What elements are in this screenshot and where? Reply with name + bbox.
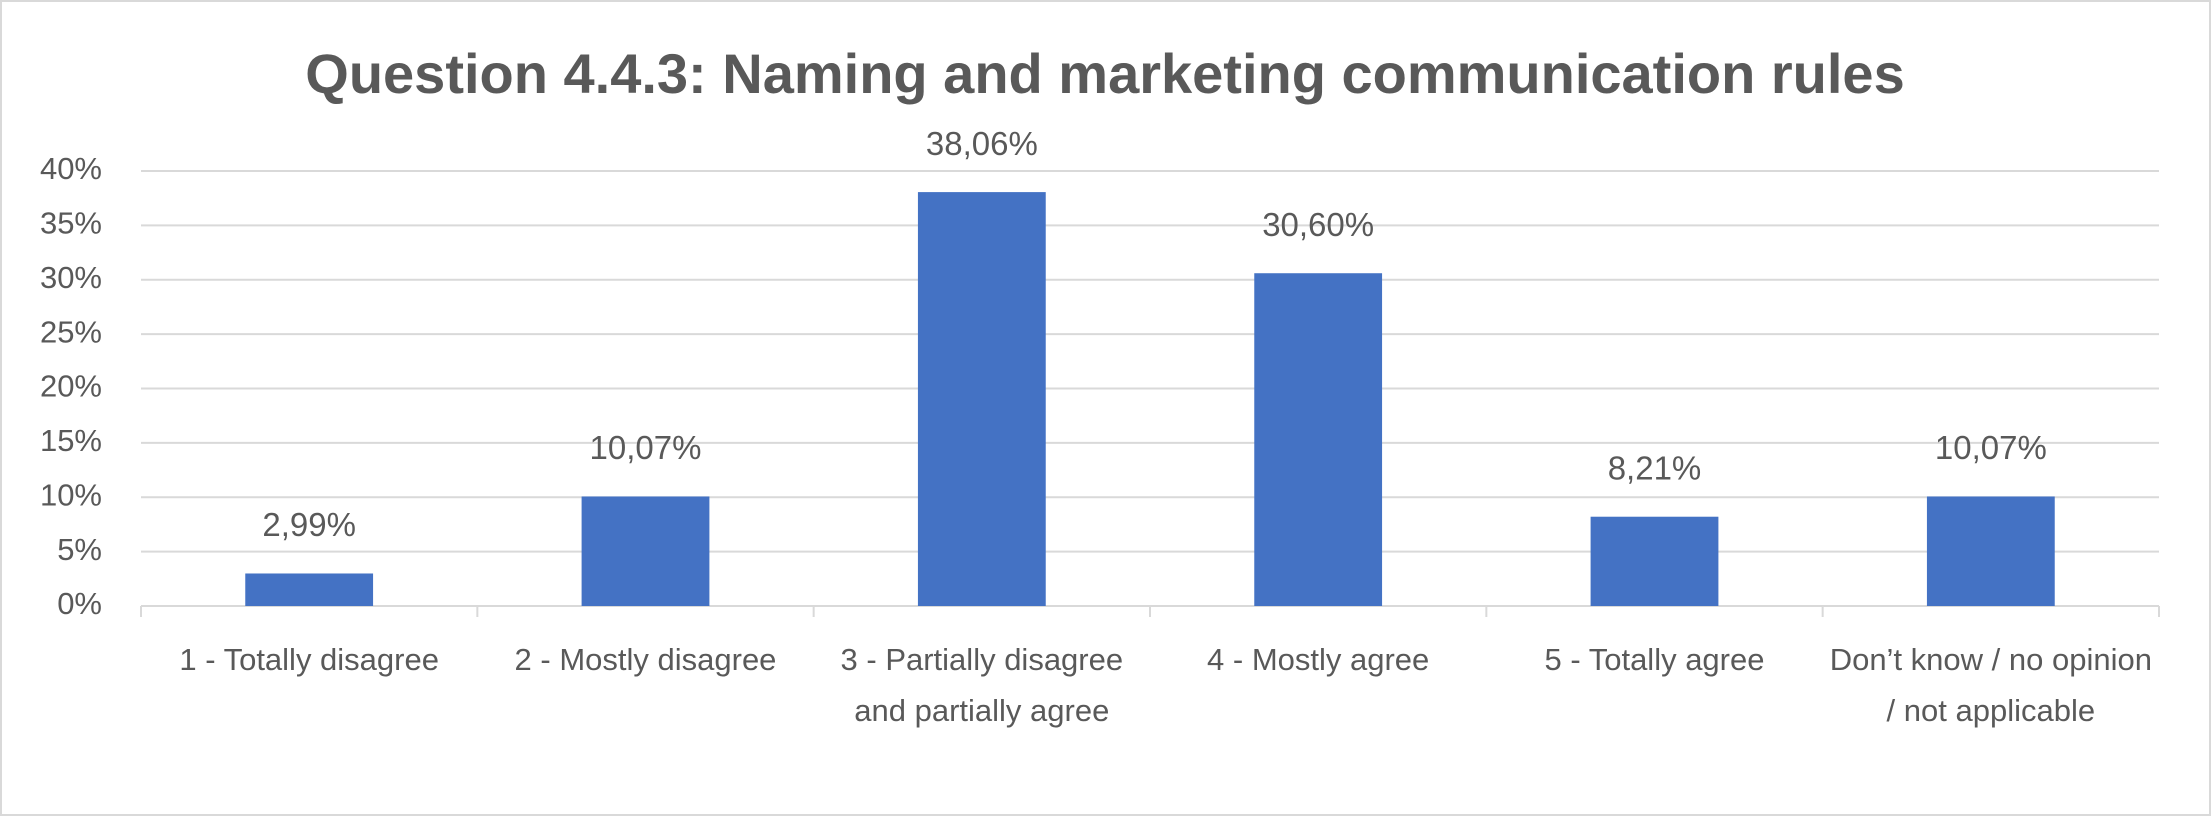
value-label: 8,21% — [1608, 449, 1702, 486]
y-tick-label: 10% — [40, 477, 102, 512]
bar — [1254, 273, 1383, 606]
y-tick-label: 40% — [40, 151, 102, 186]
value-label: 2,99% — [262, 506, 356, 543]
bar — [245, 573, 374, 606]
x-tick-label: 4 - Mostly agree — [1207, 642, 1430, 677]
y-tick-label: 0% — [57, 586, 102, 621]
x-tick-label: Don’t know / no opinion / not applicable — [1829, 642, 2152, 728]
y-tick-label: 20% — [40, 369, 102, 404]
value-label: 38,06% — [926, 125, 1038, 162]
bar — [581, 496, 710, 606]
value-label: 30,60% — [1262, 206, 1374, 243]
x-tick-label: 3 - Partially disagree and partially agr… — [840, 642, 1124, 728]
bar — [917, 192, 1046, 606]
chart-title: Question 4.4.3: Naming and marketing com… — [305, 42, 1904, 105]
bar — [1926, 496, 2055, 606]
value-label: 10,07% — [590, 429, 702, 466]
x-tick-label: 2 - Mostly disagree — [514, 642, 777, 677]
bar — [1590, 516, 1719, 606]
y-tick-label: 30% — [40, 260, 102, 295]
y-tick-label: 5% — [57, 532, 102, 567]
y-tick-label: 25% — [40, 314, 102, 349]
y-tick-label: 35% — [40, 206, 102, 241]
value-label: 10,07% — [1935, 429, 2047, 466]
x-tick-label: 5 - Totally agree — [1544, 642, 1765, 677]
y-tick-label: 15% — [40, 423, 102, 458]
x-tick-label: 1 - Totally disagree — [179, 642, 439, 677]
